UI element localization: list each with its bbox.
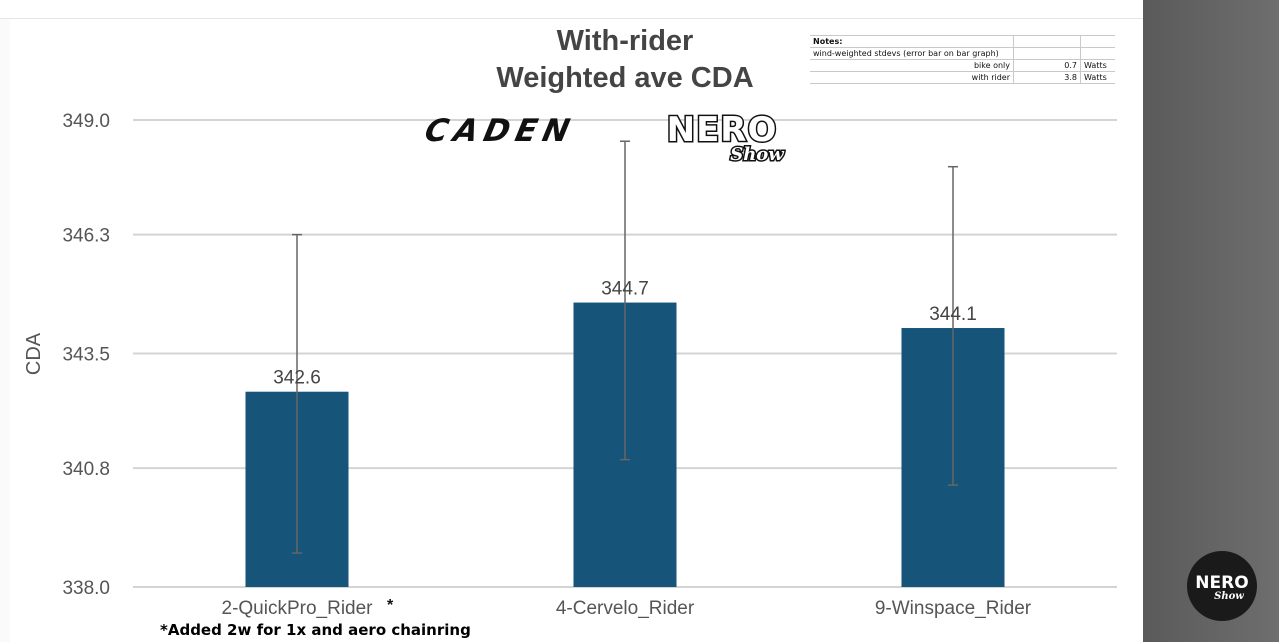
nero-show-badge: NERO Show xyxy=(1187,551,1257,621)
nero-logo-text: NERO xyxy=(667,110,778,150)
notes-row-unit: Watts xyxy=(1080,59,1115,72)
notes-header: Notes: xyxy=(810,35,1014,48)
notes-row-label: bike only xyxy=(810,59,1014,72)
caden-logo: CADEN xyxy=(422,113,579,149)
y-tick-labels: 338.0 340.8 343.5 346.3 349.0 xyxy=(62,111,110,599)
nero-badge-logo: NERO Show xyxy=(1195,573,1248,602)
notes-row-value: 0.7 xyxy=(1013,59,1081,72)
y-axis-label: CDA xyxy=(23,332,45,375)
y-tick-label: 338.0 xyxy=(62,578,110,599)
chart-title-line-1: With-rider xyxy=(557,25,694,57)
notes-row-label: with rider xyxy=(810,71,1014,84)
x-tick-labels: 2-QuickPro_Rider * 4-Cervelo_Rider 9-Winspa… xyxy=(222,597,1032,619)
top-frame-strip xyxy=(0,0,1143,19)
notes-row-value: 3.8 xyxy=(1013,71,1081,84)
y-tick-label: 343.5 xyxy=(62,345,110,366)
y-tick-label: 349.0 xyxy=(62,111,110,132)
x-tick-label: 9-Winspace_Rider xyxy=(875,598,1032,619)
y-tick-label: 346.3 xyxy=(62,226,110,247)
right-side-panel xyxy=(1143,0,1279,642)
value-label: 344.1 xyxy=(929,304,977,325)
x-tick-label: 2-QuickPro_Rider xyxy=(222,598,374,619)
notes-description: wind-weighted stdevs (error bar on bar g… xyxy=(810,47,1014,60)
badge-nero-text: NERO xyxy=(1195,573,1248,593)
y-tick-label: 340.8 xyxy=(62,459,110,480)
chart-title-line-2: Weighted ave CDA xyxy=(496,62,753,94)
value-labels: 342.6 344.7 344.1 xyxy=(273,279,977,389)
error-bars xyxy=(292,140,958,554)
notes-row-unit: Watts xyxy=(1080,71,1115,84)
nero-show-logo: NERO Show xyxy=(665,109,787,167)
chart: 338.0 340.8 343.5 346.3 349.0 342.6 344.7 344.… xyxy=(23,25,1117,619)
notes-table: Notes: wind-weighted stdevs (error bar o… xyxy=(810,35,1115,84)
x-tick-footnote-mark: * xyxy=(387,597,394,614)
show-logo-text: Show xyxy=(730,144,785,165)
value-label: 344.7 xyxy=(601,279,649,300)
left-frame-strip xyxy=(0,0,10,642)
footnote: *Added 2w for 1x and aero chainring xyxy=(160,621,471,639)
x-tick-label: 4-Cervelo_Rider xyxy=(556,598,695,619)
badge-show-text: Show xyxy=(1214,591,1244,602)
value-label: 342.6 xyxy=(273,368,321,389)
